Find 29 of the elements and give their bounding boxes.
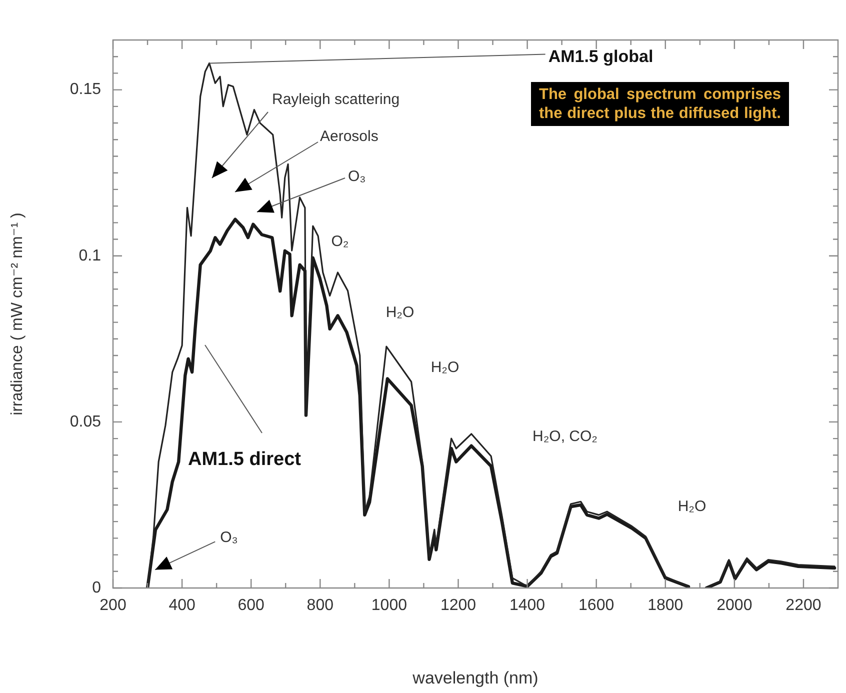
annotation: Aerosols [320, 128, 378, 146]
x-tick-label: 1200 [440, 597, 476, 614]
y-tick-label: 0.05 [70, 413, 102, 430]
y-tick-label: 0.15 [70, 81, 102, 98]
x-tick-label: 200 [100, 597, 126, 614]
y-tick-label: 0 [92, 579, 102, 596]
x-tick-label: 1400 [509, 597, 546, 614]
annotation: AM1.5 direct [188, 449, 302, 470]
y-axis-title: irradiance ( mW cm⁻² nm⁻¹ ) [9, 212, 26, 416]
x-tick-label: 600 [238, 597, 265, 614]
annotation: O₃ [348, 168, 366, 186]
x-tick-label: 1600 [578, 597, 614, 614]
x-axis-title: wavelength (nm) [412, 668, 538, 688]
x-tick-label: 2000 [716, 597, 752, 614]
x-tick-label: 800 [306, 597, 334, 614]
x-tick-label: 1800 [648, 597, 684, 614]
y-tick-label: 0.1 [78, 247, 102, 264]
x-tick-label: 400 [168, 597, 196, 614]
annotation: H₂O, CO₂ [532, 428, 598, 446]
x-tick-label: 1000 [371, 597, 408, 614]
annotation: H₂O [430, 359, 460, 376]
note-box: The global spectrum comprises the direct plus the diffused light. [531, 82, 789, 126]
annotation: AM1.5 global [548, 46, 654, 66]
annotation: H₂O [386, 304, 414, 322]
annotation: O₃ [220, 528, 238, 546]
annotation: Rayleigh scattering [272, 91, 400, 108]
x-tick-label: 2200 [786, 597, 822, 614]
annotation: O₂ [331, 233, 349, 250]
annotation: H₂O [678, 498, 706, 516]
